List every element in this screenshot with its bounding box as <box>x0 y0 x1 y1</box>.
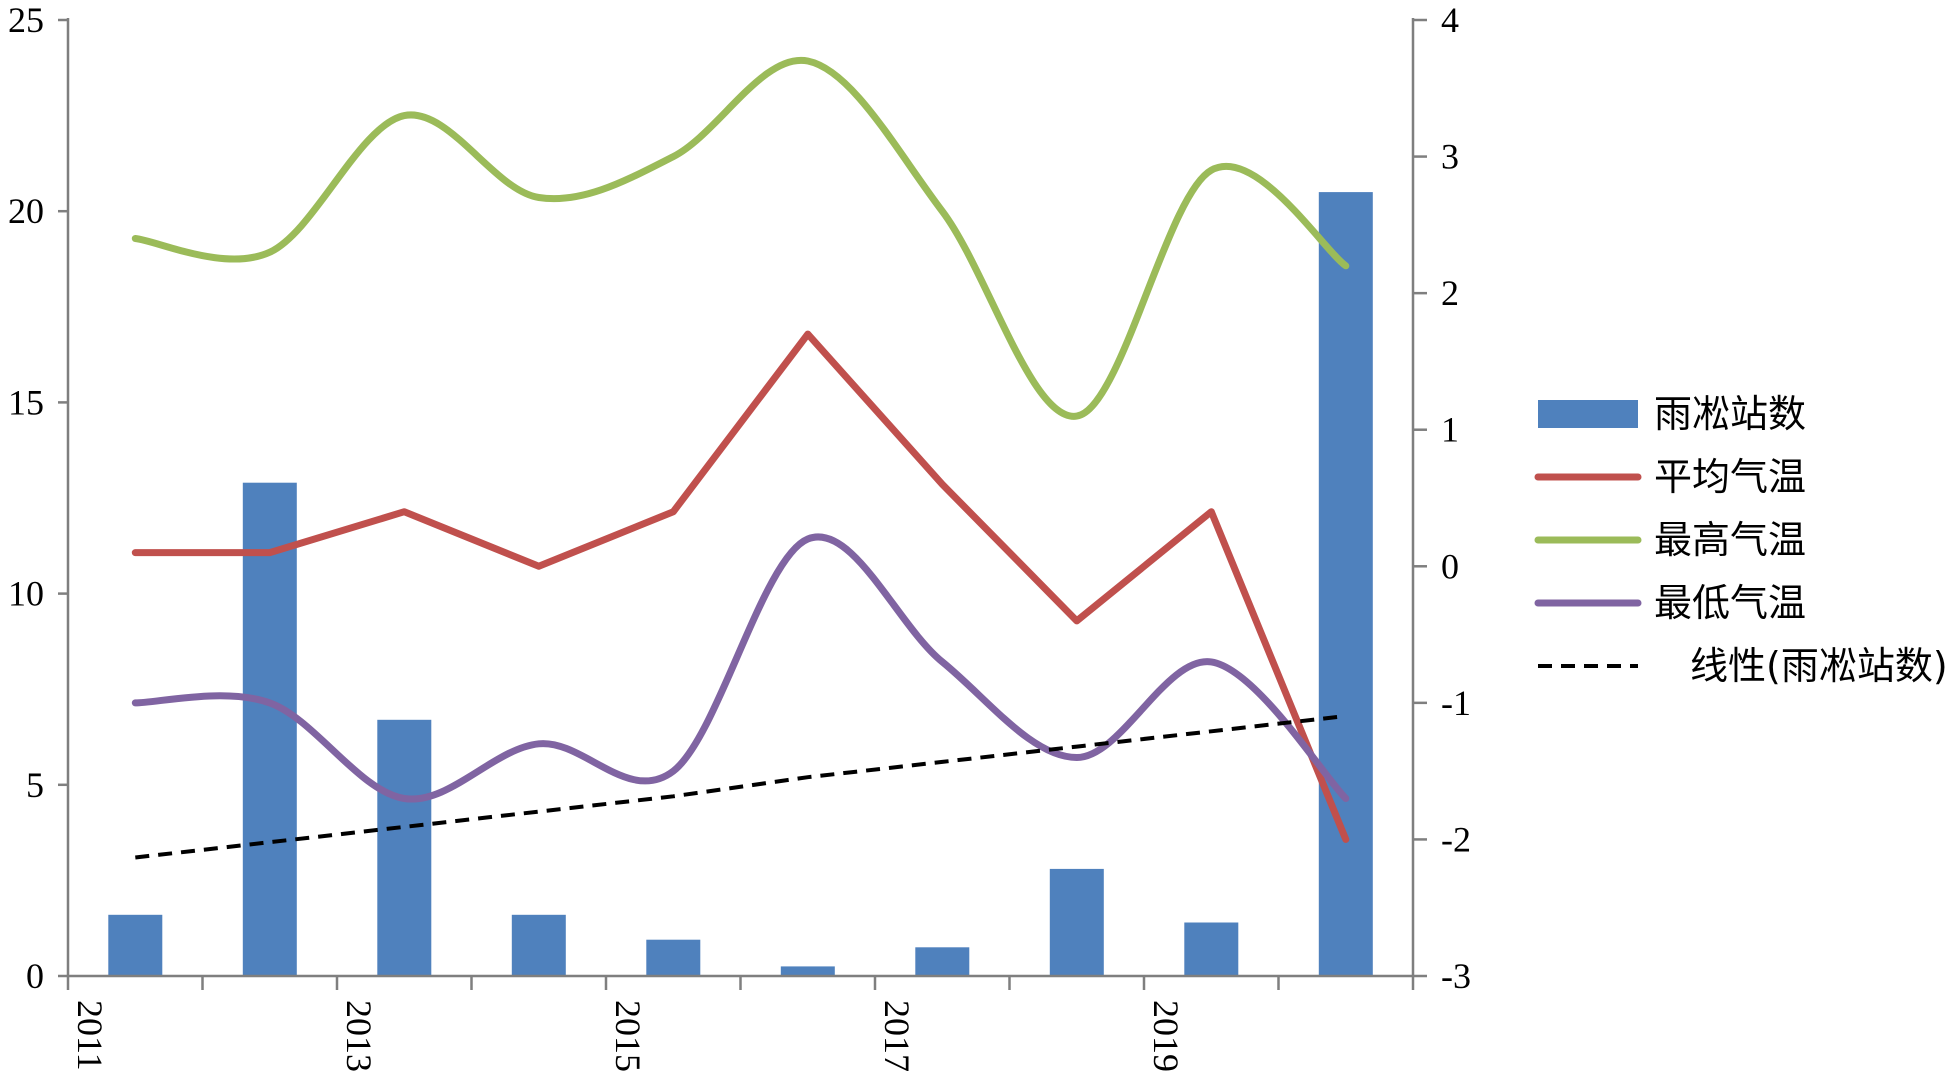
legend-label: 雨凇站数 <box>1654 392 1806 436</box>
left-tick-label: 25 <box>8 0 44 40</box>
line-series-3 <box>135 537 1346 799</box>
x-tick-label-2017: 2017 <box>877 1000 917 1072</box>
left-tick-label: 5 <box>26 765 44 805</box>
bar-2012 <box>243 483 297 976</box>
right-tick-label: 1 <box>1441 410 1459 450</box>
bar-2016 <box>781 966 835 976</box>
lines-group <box>135 60 1346 857</box>
bar-2017 <box>915 947 969 976</box>
left-tick-label: 15 <box>8 382 44 422</box>
right-tick-label: 2 <box>1441 273 1459 313</box>
right-tick-label: 3 <box>1441 137 1459 177</box>
x-tick-label-2019: 2019 <box>1146 1000 1186 1072</box>
legend-label: 最高气温 <box>1654 518 1806 562</box>
x-tick-label-2013: 2013 <box>339 1000 379 1072</box>
legend-swatch-bar <box>1538 400 1638 428</box>
right-tick-label: -3 <box>1441 956 1471 996</box>
legend-label: 线性(雨凇站数) <box>1690 644 1948 688</box>
bar-2015 <box>646 940 700 976</box>
left-tick-label: 10 <box>8 574 44 614</box>
bar-2014 <box>512 915 566 976</box>
line-series-2 <box>135 60 1346 416</box>
left-tick-label: 20 <box>8 191 44 231</box>
bar-2020 <box>1319 192 1373 976</box>
x-tick-label-2015: 2015 <box>608 1000 648 1072</box>
x-tick-label-2011: 2011 <box>70 1000 110 1071</box>
right-tick-label: 4 <box>1441 0 1459 40</box>
bar-2018 <box>1050 869 1104 976</box>
bars-group <box>108 192 1373 976</box>
right-tick-label: 0 <box>1441 546 1459 586</box>
bar-2019 <box>1184 923 1238 977</box>
bar-2011 <box>108 915 162 976</box>
legend-label: 最低气温 <box>1654 581 1806 625</box>
chart: 0 5 10 15 20 25 -3 -2 -1 0 1 2 3 4 2011 2013 2015 2017 201… <box>0 0 1957 1091</box>
right-tick-label: -1 <box>1441 683 1471 723</box>
line-series-1 <box>135 334 1346 839</box>
legend-label: 平均气温 <box>1654 455 1806 499</box>
right-tick-label: -2 <box>1441 819 1471 859</box>
left-tick-label: 0 <box>26 956 44 996</box>
axes-group: 0 5 10 15 20 25 -3 -2 -1 0 1 2 3 4 2011 2013 2015 2017 201… <box>8 0 1471 1072</box>
bar-2013 <box>377 720 431 976</box>
